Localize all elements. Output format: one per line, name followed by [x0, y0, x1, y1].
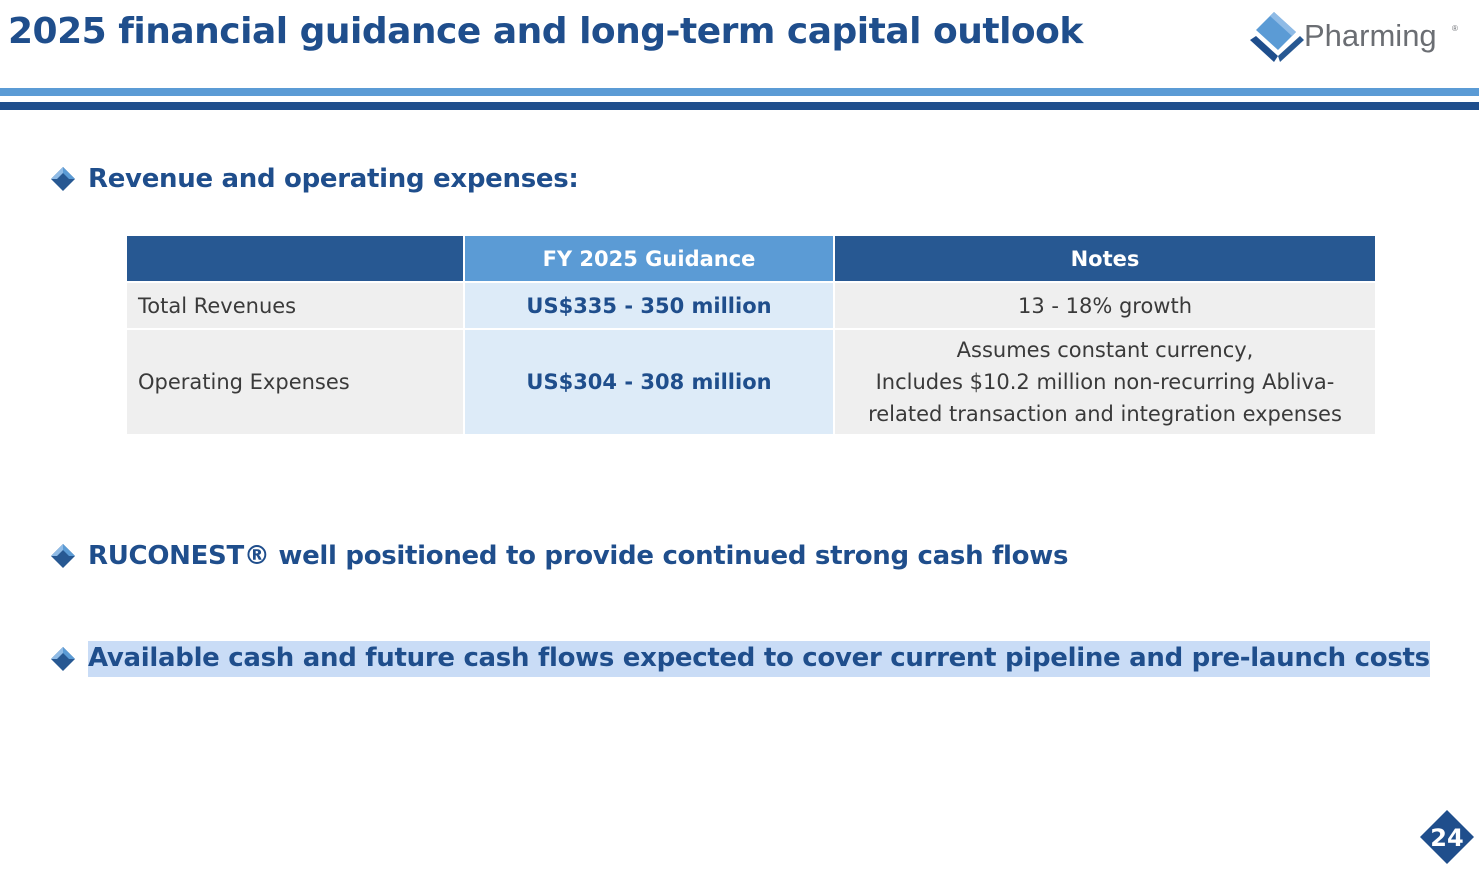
- slide-title: 2025 financial guidance and long-term ca…: [8, 11, 1083, 52]
- note-line: Assumes constant currency,: [956, 338, 1254, 362]
- page-number-badge: 24: [1420, 810, 1474, 864]
- selected-bullet-text[interactable]: Available cash and future cash flows exp…: [88, 641, 1430, 677]
- pharming-logo: Pharming ®: [1248, 10, 1470, 66]
- row-note: Assumes constant currency, Includes $10.…: [835, 330, 1375, 434]
- table-header-empty: [127, 236, 463, 281]
- bullet-cash-outlook[interactable]: Available cash and future cash flows exp…: [50, 641, 1430, 677]
- logo-wordmark: Pharming: [1304, 18, 1437, 53]
- diamond-bullet-icon: [51, 167, 75, 191]
- row-label: Total Revenues: [127, 283, 463, 328]
- table-row: Total Revenues US$335 - 350 million 13 -…: [127, 283, 1375, 328]
- row-guidance-value: US$304 - 308 million: [465, 330, 833, 434]
- diamond-bullet-icon: [51, 544, 75, 568]
- note-line: Includes $10.2 million non-recurring Abl…: [875, 370, 1335, 394]
- bullet-text: Revenue and operating expenses:: [88, 164, 579, 194]
- header-rule-light: [0, 88, 1479, 96]
- note-line: related transaction and integration expe…: [868, 402, 1342, 426]
- header-rule-dark: [0, 102, 1479, 110]
- row-label: Operating Expenses: [127, 330, 463, 434]
- table-header-guidance: FY 2025 Guidance: [465, 236, 833, 281]
- bullet-ruconest: RUCONEST® well positioned to provide con…: [50, 541, 1068, 571]
- bullet-revenue-opex: Revenue and operating expenses:: [50, 164, 579, 194]
- page-number: 24: [1430, 824, 1463, 852]
- logo-registered-mark: ®: [1452, 24, 1458, 33]
- pharming-logo-icon: [1250, 12, 1304, 62]
- row-note: 13 - 18% growth: [835, 283, 1375, 328]
- guidance-table: FY 2025 Guidance Notes Total Revenues US…: [125, 234, 1377, 436]
- table-header-notes: Notes: [835, 236, 1375, 281]
- table-row: Operating Expenses US$304 - 308 million …: [127, 330, 1375, 434]
- row-guidance-value: US$335 - 350 million: [465, 283, 833, 328]
- diamond-bullet-icon: [51, 647, 75, 671]
- bullet-text: RUCONEST® well positioned to provide con…: [88, 541, 1069, 571]
